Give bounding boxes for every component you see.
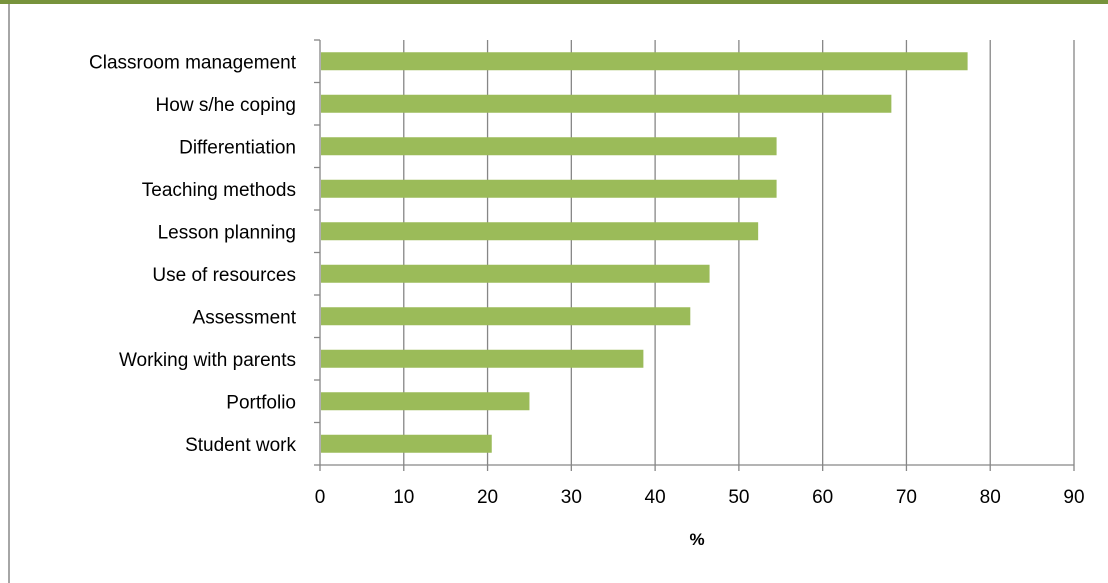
x-tick-label: 40 xyxy=(645,487,666,508)
bar xyxy=(321,392,530,411)
top-rule xyxy=(0,0,1108,4)
x-tick-label: 30 xyxy=(561,487,582,508)
x-tick-label: 0 xyxy=(315,487,326,508)
category-label: Student work xyxy=(185,435,296,456)
category-label: Use of resources xyxy=(152,265,296,286)
x-tick-label: 90 xyxy=(1063,487,1084,508)
labels: 0 10 20 30 40 50 60 70 80 90 Classroom management H… xyxy=(89,52,1085,508)
category-label: Differentiation xyxy=(179,137,296,158)
x-tick-label: 60 xyxy=(812,487,833,508)
category-label: Portfolio xyxy=(226,392,296,413)
category-label: Classroom management xyxy=(89,52,297,73)
bar xyxy=(321,349,644,368)
category-label: Lesson planning xyxy=(158,222,296,243)
bar xyxy=(321,94,892,113)
category-label: How s/he coping xyxy=(156,95,296,116)
gridlines xyxy=(403,40,1075,465)
bar xyxy=(321,264,710,283)
bar xyxy=(321,222,759,241)
x-tick-label: 20 xyxy=(477,487,498,508)
category-label: Assessment xyxy=(193,307,297,328)
bar xyxy=(321,137,777,156)
category-label: Teaching methods xyxy=(142,180,296,201)
x-tick-label: 80 xyxy=(980,487,1001,508)
axes xyxy=(314,39,1075,471)
left-rule xyxy=(8,4,10,583)
x-tick-label: 70 xyxy=(896,487,917,508)
bars xyxy=(321,52,968,453)
bar xyxy=(321,307,691,326)
x-tick-label: 50 xyxy=(728,487,749,508)
bar xyxy=(321,52,968,71)
x-axis-title: % xyxy=(689,530,704,549)
category-label: Working with parents xyxy=(119,350,296,371)
bar xyxy=(321,179,777,198)
bar xyxy=(321,434,492,453)
x-tick-label: 10 xyxy=(393,487,414,508)
